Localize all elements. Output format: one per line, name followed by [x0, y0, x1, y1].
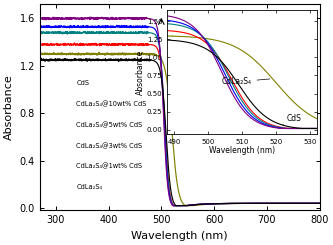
Text: CdLa₂S₄@5wt% CdS: CdLa₂S₄@5wt% CdS [76, 122, 143, 128]
Text: CdS: CdS [76, 80, 89, 86]
Y-axis label: Absorbance: Absorbance [4, 74, 14, 140]
Text: CdLa₂S₄@1wt% CdS: CdLa₂S₄@1wt% CdS [76, 163, 143, 170]
Text: CdLa₂S₄@3wt% CdS: CdLa₂S₄@3wt% CdS [76, 142, 143, 149]
Text: CdLa₂S₄@10wt% CdS: CdLa₂S₄@10wt% CdS [76, 101, 147, 108]
X-axis label: Wavelength (nm): Wavelength (nm) [132, 231, 228, 241]
Text: CdLa₂S₄: CdLa₂S₄ [76, 184, 102, 190]
